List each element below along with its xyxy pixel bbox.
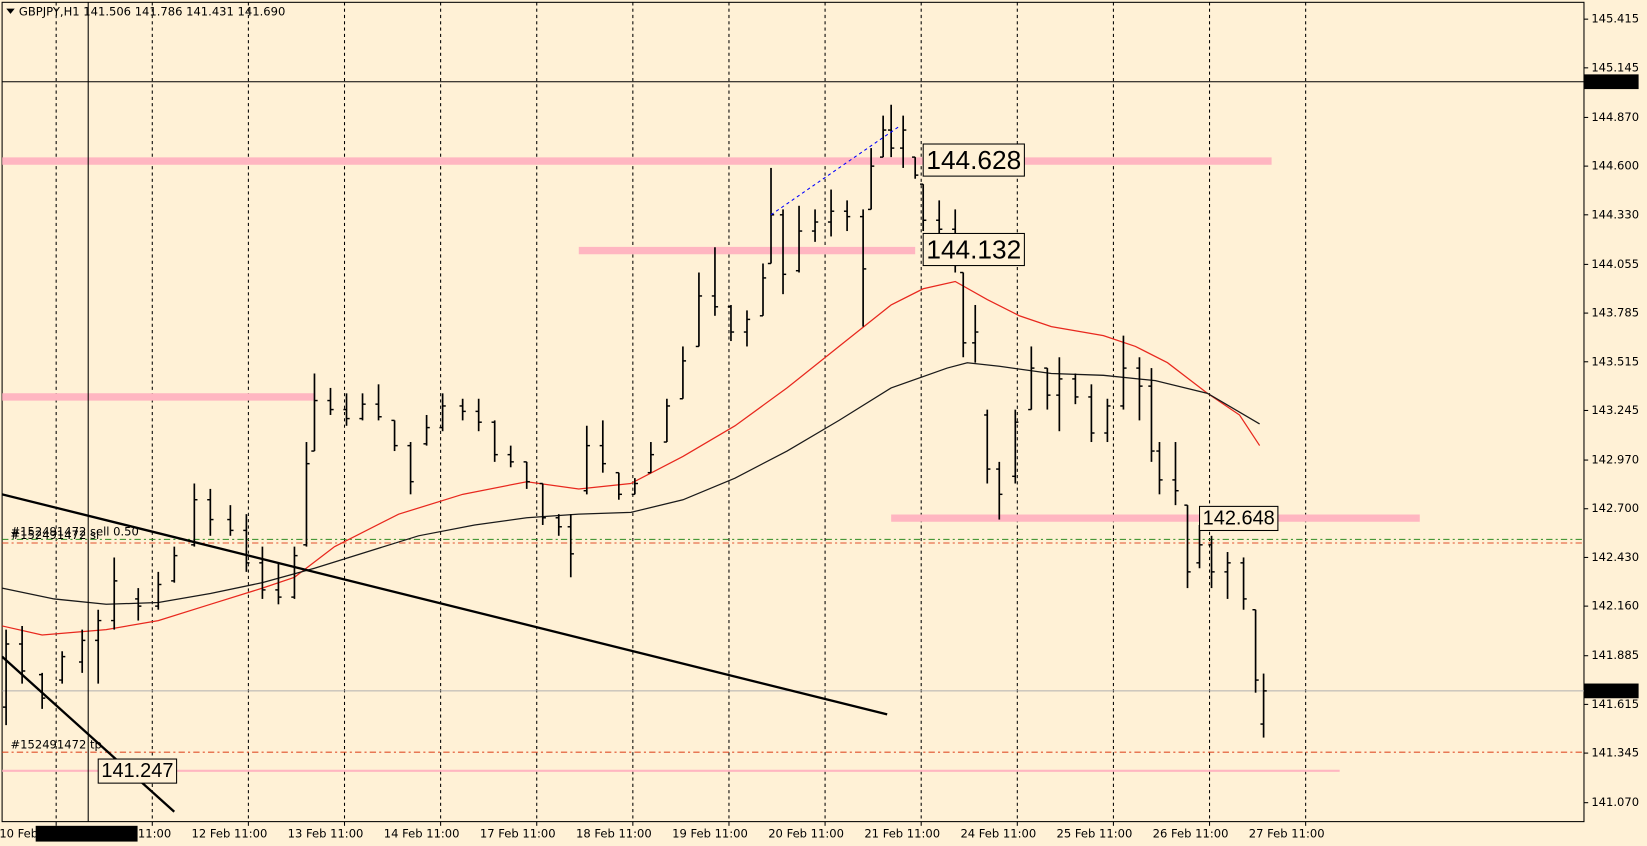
x-tick-label: 13 Feb 11:00 (288, 827, 364, 841)
level-label-box (922, 232, 1025, 267)
crosshair-time-box (35, 825, 138, 842)
bid-price-box (1583, 683, 1639, 699)
moving-average (2, 280, 1261, 636)
level-label-box (922, 143, 1025, 177)
x-tick-label: 21 Feb 11:00 (864, 827, 940, 841)
level-label: 142.648 (1203, 507, 1275, 529)
menu-arrow[interactable] (6, 8, 15, 14)
y-tick-label: 141.615 (1591, 697, 1639, 711)
y-tick-label: 144.600 (1591, 159, 1639, 173)
y-tick-label: 145.415 (1591, 12, 1639, 26)
y-tick-label: 142.430 (1591, 550, 1639, 564)
y-tick-label: 141.345 (1591, 746, 1639, 760)
order-label: #152491472 sell 0.50 (11, 525, 139, 539)
x-tick-label: 26 Feb 11:00 (1153, 827, 1229, 841)
level-label-box (1198, 505, 1279, 532)
grid-layer (55, 2, 1307, 822)
x-tick-label: 18 Feb 11:00 (576, 827, 652, 841)
crosshair-price-box (1583, 74, 1639, 90)
y-tick-label: 143.245 (1591, 403, 1639, 417)
x-tick-label: 14 Feb 11:00 (384, 827, 460, 841)
moving-average (2, 362, 1260, 605)
trend-line (770, 126, 900, 216)
plot-frame (1, 1, 1585, 823)
x-tick-label: 27 Feb 11:00 (1249, 827, 1325, 841)
x-tick-label: 24 Feb 11:00 (960, 827, 1036, 841)
y-tick-label: 141.885 (1591, 648, 1639, 662)
y-tick-label: 142.970 (1591, 453, 1639, 467)
level-label: 144.132 (926, 235, 1021, 265)
x-tick-label: 17 Feb 11:00 (480, 827, 556, 841)
y-tick-label: 141.070 (1591, 795, 1639, 809)
x-tick-label: 20 Feb 11:00 (768, 827, 844, 841)
level-label: 141.247 (101, 760, 173, 782)
x-tick-label: 12 Feb 11:00 (192, 827, 268, 841)
crosshair-time-label: 2020.02.11 8:00 (38, 827, 134, 841)
y-tick-label: 142.700 (1591, 501, 1639, 515)
order-label: #152491472 tp (11, 737, 102, 751)
y-tick-label: 144.055 (1591, 257, 1639, 271)
y-tick-label: 144.330 (1591, 207, 1639, 221)
plot-area: #152491472 sell 0.50#152491472 sl #152491… (2, 2, 1584, 822)
y-tick-label: 143.515 (1591, 354, 1639, 368)
bid-price-label: 141.690 (1588, 683, 1636, 697)
y-tick-label: 144.870 (1591, 110, 1639, 124)
x-tick-label: 25 Feb 11:00 (1057, 827, 1133, 841)
y-tick-label: 142.160 (1591, 599, 1639, 613)
level-label-box (97, 758, 178, 784)
trend-line (2, 493, 888, 716)
chart-info: GBPJPY,H1 141.506 141.786 141.431 141.69… (19, 4, 285, 18)
level-label: 144.628 (926, 145, 1021, 175)
x-tick-label: 19 Feb 11:00 (672, 827, 748, 841)
crosshair-price-label: 145.068 (1588, 74, 1636, 88)
y-tick-label: 145.145 (1591, 60, 1639, 74)
y-tick-label: 143.785 (1591, 306, 1639, 320)
order-label: #152491472 sl (11, 528, 100, 542)
